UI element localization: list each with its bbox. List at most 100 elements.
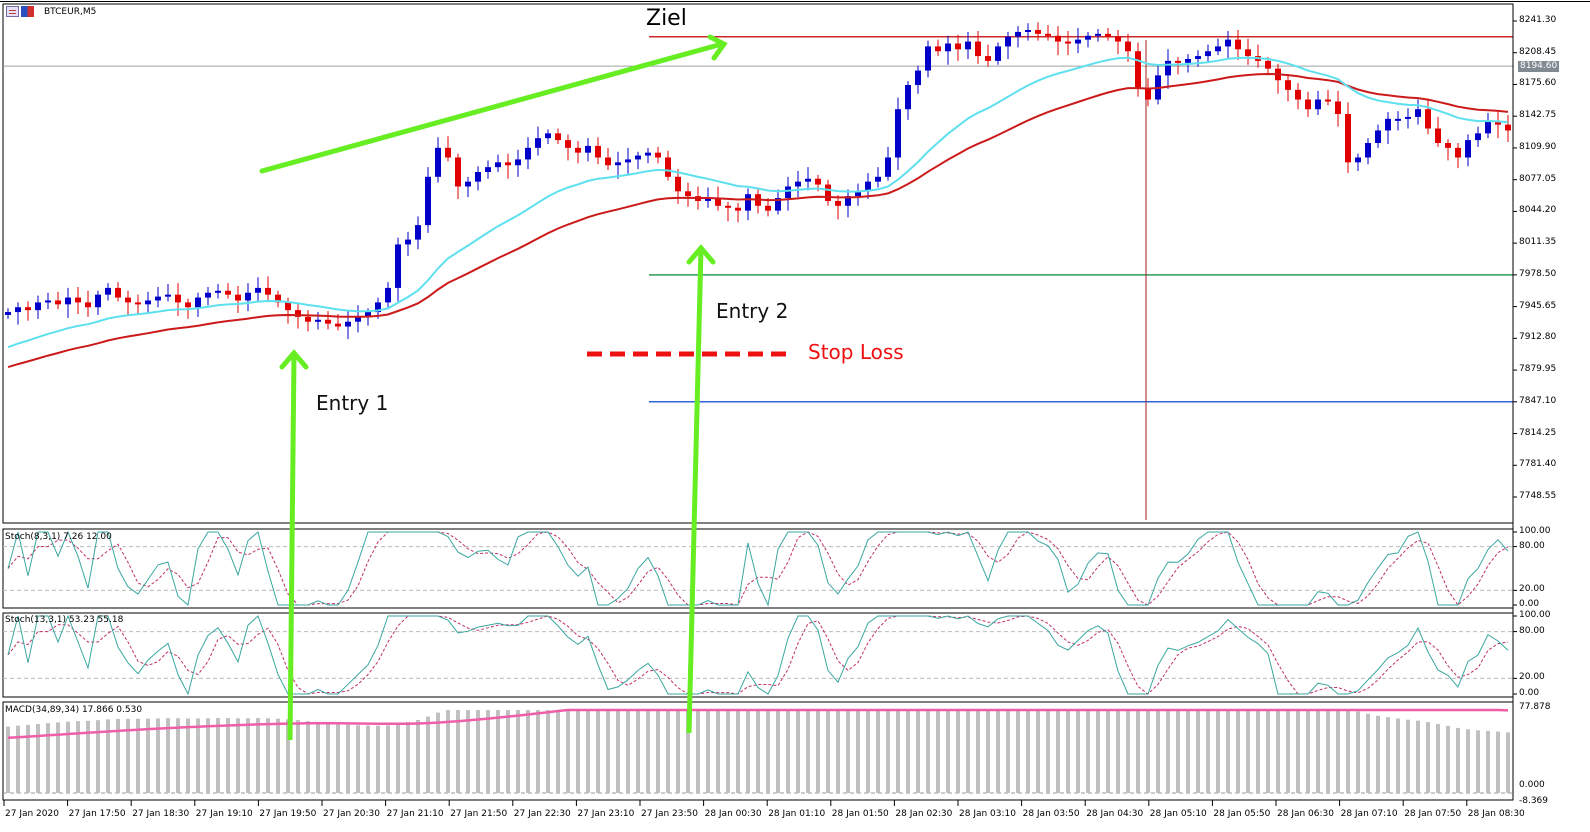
entry1-arrow-shaft (287, 354, 297, 741)
candle-body (1395, 118, 1401, 121)
candle-body (235, 294, 241, 301)
candle-body (485, 167, 491, 172)
candle-body (1425, 109, 1431, 129)
candle-body (885, 157, 891, 177)
macd-bar (746, 710, 750, 793)
macd-bar (476, 710, 480, 793)
candle-body (725, 205, 731, 208)
candle-body (995, 46, 1001, 61)
macd-bar (606, 710, 610, 793)
candle-body (1115, 36, 1121, 42)
stoch-level-label: 20.00 (1519, 672, 1545, 683)
candle-body (825, 184, 831, 201)
time-label: 28 Jan 07:50 (1404, 809, 1462, 819)
candle-body (1325, 99, 1331, 102)
candle-body (185, 302, 191, 308)
macd-bar (676, 710, 680, 793)
candle-body (465, 181, 471, 187)
candle-body (355, 316, 361, 322)
macd-bar (296, 720, 300, 793)
candle-body (665, 157, 671, 177)
macd-bar (466, 710, 470, 793)
candle-body (915, 70, 921, 86)
candle-body (365, 312, 371, 317)
candle-body (1415, 109, 1421, 117)
macd-bar (1416, 720, 1420, 793)
candle-body (1375, 130, 1381, 144)
time-label: 27 Jan 19:50 (259, 809, 317, 819)
candle-body (1105, 33, 1111, 37)
macd-bar (756, 710, 760, 793)
time-label: 28 Jan 08:30 (1467, 809, 1525, 819)
candle-body (595, 145, 601, 158)
macd-bar (456, 710, 460, 793)
macd-bar (1366, 713, 1370, 793)
candle-body (685, 191, 691, 197)
time-label: 27 Jan 2020 (5, 809, 59, 819)
time-label: 28 Jan 01:50 (831, 809, 889, 819)
candle-body (65, 297, 71, 305)
macd-bar (1206, 710, 1210, 793)
candle-body (605, 157, 611, 166)
macd-bar (1226, 710, 1230, 793)
candle-body (765, 205, 771, 211)
macd-bar (286, 719, 290, 793)
stoch-level-label: 80.00 (1519, 625, 1545, 636)
candle-body (165, 294, 171, 297)
macd-bar (816, 710, 820, 793)
stoch-level-label: 100.00 (1519, 526, 1551, 536)
candle-body (145, 300, 151, 305)
candle-body (495, 162, 501, 168)
macd-bar (66, 721, 70, 793)
stoch-level-label: 0.00 (1519, 599, 1540, 609)
macd-bar (1476, 730, 1480, 793)
macd-bar (706, 710, 710, 793)
macd-bar (1156, 710, 1160, 793)
macd-bar (1506, 732, 1510, 793)
time-label: 27 Jan 20:30 (323, 809, 380, 819)
candle-body (1335, 101, 1341, 115)
macd-bar (16, 725, 20, 793)
macd-bar (646, 710, 650, 793)
macd-bar (1256, 710, 1260, 793)
macd-bar (506, 710, 510, 793)
macd-bar (596, 710, 600, 793)
candle-body (1125, 41, 1131, 52)
candle-body (1085, 35, 1091, 40)
time-label: 28 Jan 05:50 (1213, 809, 1271, 819)
candle-body (125, 297, 131, 303)
macd-bar (1086, 710, 1090, 793)
main-pane (2, 3, 1514, 524)
macd-bar (1396, 718, 1400, 793)
candle-body (225, 290, 231, 295)
candle-body (1215, 46, 1221, 52)
candle-body (335, 323, 341, 327)
price-label: 8142.75 (1519, 110, 1557, 121)
candle-body (175, 294, 181, 303)
macd-bar (906, 710, 910, 793)
candle-body (1035, 29, 1041, 34)
macd-bar (566, 710, 570, 793)
macd-level-label: 77.878 (1519, 702, 1551, 712)
stoch-level-label: 20.00 (1519, 584, 1545, 595)
candle-body (1265, 60, 1271, 69)
candle-body (1175, 60, 1181, 63)
candle-body (1015, 31, 1021, 37)
price-label: 8011.35 (1519, 237, 1557, 248)
price-label: 7912.80 (1519, 332, 1557, 343)
macd-bar (1196, 710, 1200, 793)
macd-bar (216, 718, 220, 793)
macd-bar (256, 718, 260, 793)
macd-bar (246, 718, 250, 793)
candle-body (895, 109, 901, 158)
candle-body (1245, 49, 1251, 57)
time-label: 28 Jan 07:10 (1340, 809, 1398, 819)
target-arrow-shaft (259, 41, 725, 174)
macd-bar (946, 710, 950, 793)
candle-body (655, 152, 661, 158)
time-label: 28 Jan 03:50 (1022, 809, 1080, 819)
macd-bar (526, 710, 530, 793)
macd-bar (346, 724, 350, 793)
candle-body (935, 46, 941, 52)
